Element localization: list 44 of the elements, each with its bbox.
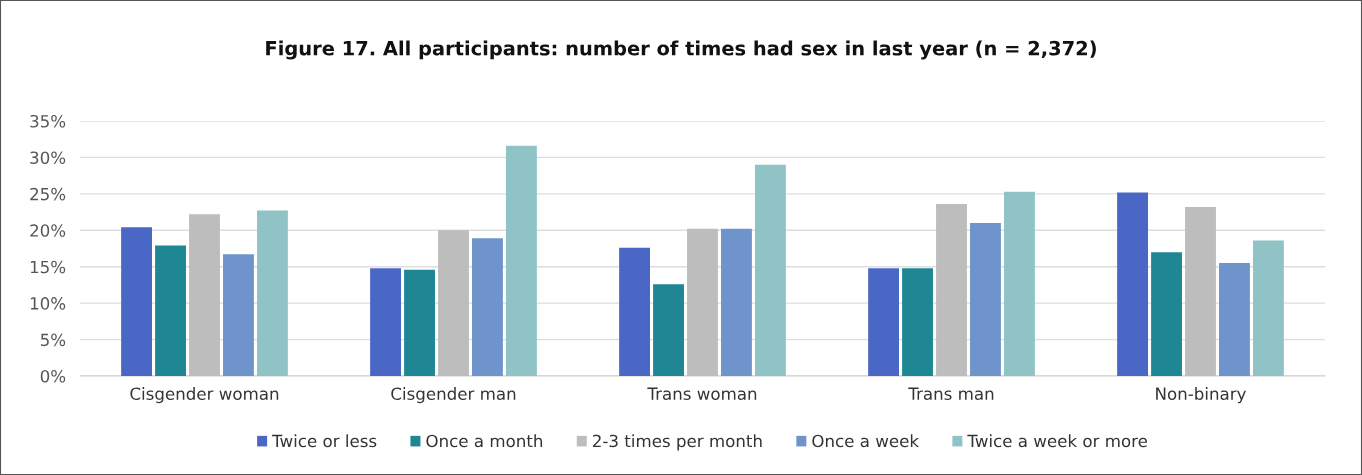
x-tick-label: Cisgender woman [130, 387, 279, 404]
bar [1003, 191, 1035, 376]
bar [370, 268, 402, 376]
y-tick-label: 10% [30, 297, 66, 310]
bar [653, 284, 684, 376]
legend-label: Twice a week or more [967, 434, 1147, 448]
bar [687, 228, 718, 376]
bar [754, 164, 786, 376]
legend-label: Once a month [426, 434, 543, 448]
bar [970, 223, 1001, 376]
bar [868, 268, 900, 376]
bar [472, 238, 503, 376]
legend-label: Twice or less [272, 434, 377, 448]
bar [189, 214, 220, 376]
bar [936, 204, 967, 376]
x-tick-label: Non-binary [1156, 387, 1246, 404]
bar [505, 145, 537, 376]
y-tick-label: 15% [30, 260, 66, 274]
bar [1185, 206, 1216, 376]
legend-label: Once a week [812, 434, 919, 448]
y-tick-label: 5% [40, 333, 66, 347]
x-tick-label: Trans man [908, 387, 994, 401]
bar [121, 227, 153, 376]
bar [721, 228, 752, 376]
bar [155, 245, 186, 376]
bar [619, 247, 651, 376]
bar [1117, 192, 1149, 376]
x-tick-label: Trans woman [647, 387, 757, 401]
bar [902, 268, 933, 376]
y-tick-label: 0% [40, 369, 66, 383]
bar [1219, 263, 1250, 376]
bar [1151, 252, 1182, 376]
bar [1252, 240, 1284, 376]
bar [438, 230, 469, 376]
legend-label: 2-3 times per month [593, 434, 762, 451]
y-tick-label: 30% [30, 151, 66, 164]
chart-title: Figure 17. All participants: number of times had sex in last year (n = 2,372) [266, 40, 1096, 60]
bar [404, 269, 435, 376]
y-tick-label: 20% [30, 224, 66, 237]
x-tick-label: Cisgender man [391, 387, 516, 404]
bar [256, 210, 288, 376]
bar [223, 254, 254, 376]
y-tick-label: 25% [30, 187, 66, 201]
y-tick-label: 35% [30, 114, 66, 128]
